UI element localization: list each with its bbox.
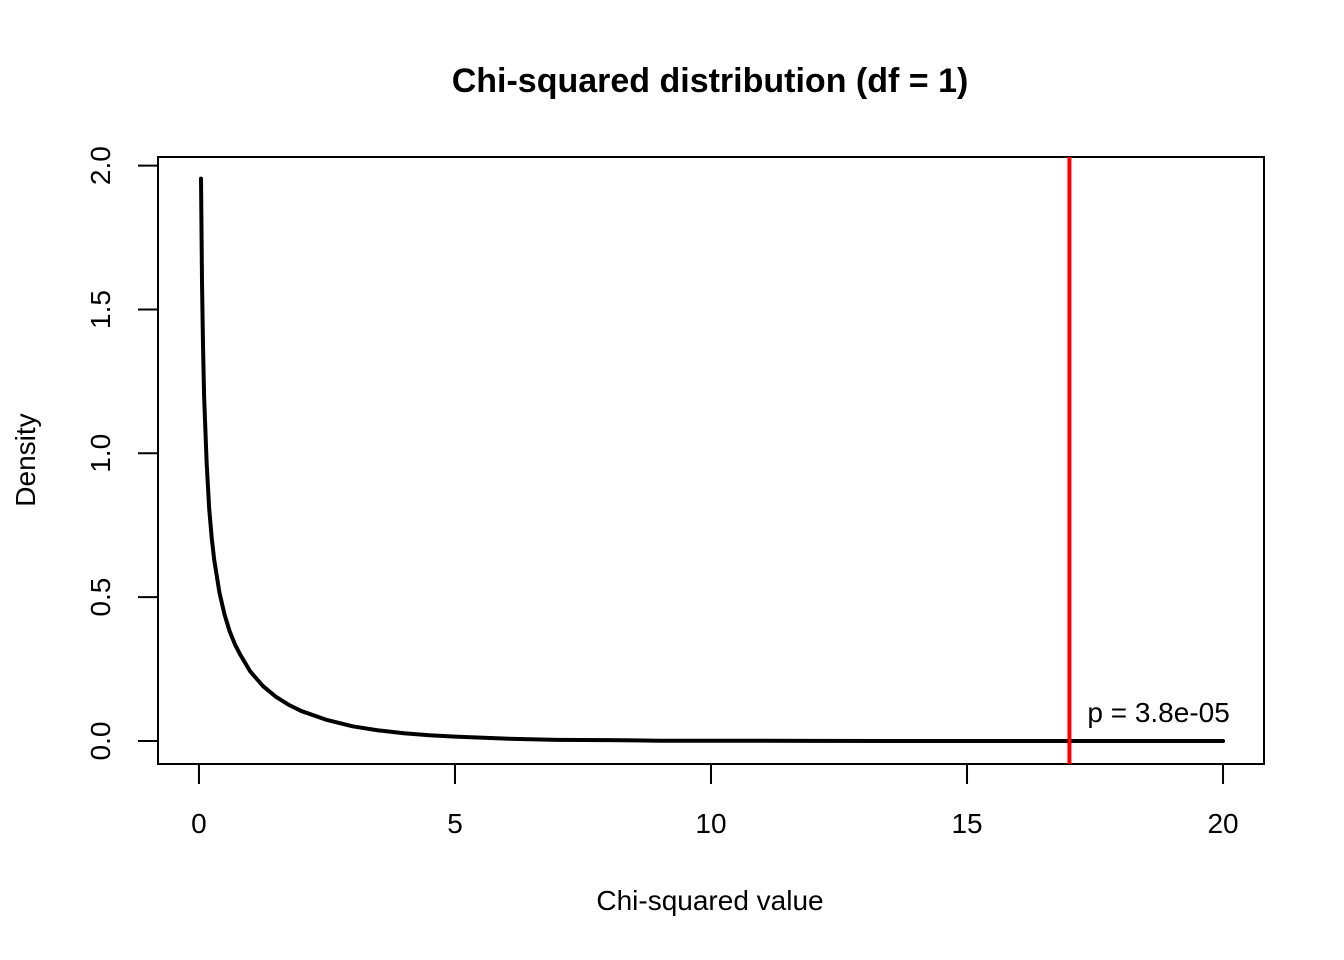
- x-tick-label: 20: [1207, 808, 1238, 839]
- y-tick-label: 2.0: [85, 146, 116, 185]
- x-tick-label: 0: [191, 808, 207, 839]
- plot-content: p = 3.8e-05: [199, 157, 1230, 764]
- y-axis-label: Density: [10, 413, 41, 506]
- y-axis: 0.0 0.5 1.0 1.5 2.0: [85, 146, 159, 761]
- y-tick-label: 0.0: [85, 722, 116, 761]
- x-tick-label: 15: [951, 808, 982, 839]
- p-value-annotation: p = 3.8e-05: [1087, 697, 1229, 728]
- density-curve: [199, 176, 1226, 743]
- x-axis: 0 5 10 15 20: [191, 763, 1239, 839]
- y-tick-label: 0.5: [85, 578, 116, 617]
- y-tick-label: 1.5: [85, 290, 116, 329]
- plot-frame: [157, 156, 1265, 765]
- chart-title: Chi-squared distribution (df = 1): [452, 62, 969, 100]
- y-tick-label: 1.0: [85, 434, 116, 473]
- x-tick-label: 10: [695, 808, 726, 839]
- x-tick-label: 5: [447, 808, 463, 839]
- x-axis-label: Chi-squared value: [596, 885, 823, 916]
